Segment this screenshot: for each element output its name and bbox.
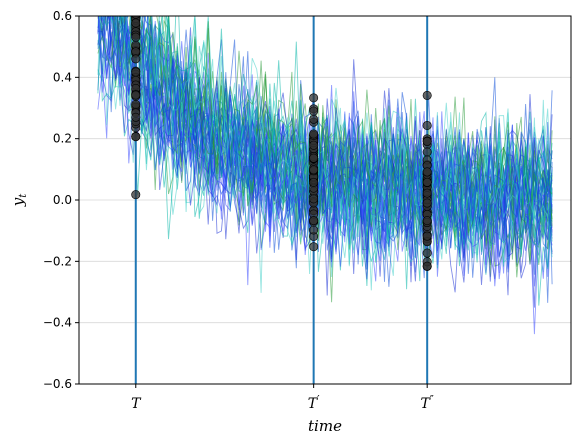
sample-path [111, 16, 553, 265]
cross-section-marker [132, 0, 140, 3]
cross-section-marker [422, 90, 432, 100]
cross-section-marker [309, 242, 319, 252]
x-axis-label: time [308, 417, 342, 435]
cross-section-marker [131, 99, 141, 109]
cross-section-marker [309, 177, 319, 187]
cross-section-marker [422, 231, 432, 241]
x-tick-label: T″ [420, 393, 433, 412]
cross-section-marker [422, 120, 432, 130]
y-axis-label: yt [9, 193, 29, 207]
sample-path [116, 16, 553, 239]
x-tick-label: T′ [308, 393, 320, 412]
cross-section-marker [309, 165, 319, 175]
cross-section-marker [132, 3, 140, 11]
sample-path [97, 16, 553, 278]
cross-section-marker [131, 54, 141, 64]
x-tick-label: T [131, 396, 142, 412]
cross-section-marker [131, 16, 140, 19]
cross-section-marker [309, 140, 319, 150]
y-tick-label: −0.2 [43, 254, 72, 268]
cross-section-marker [309, 129, 319, 139]
sample-path [98, 16, 553, 274]
cross-section-marker [131, 90, 141, 100]
cross-section-marker [131, 190, 141, 200]
cross-section-marker [309, 225, 319, 235]
y-tick-label: −0.4 [43, 316, 72, 330]
cross-section-marker [132, 0, 140, 7]
y-tick-label: 0.2 [53, 132, 72, 146]
cross-section-marker [132, 3, 140, 11]
y-tick-label: 0.6 [53, 9, 72, 23]
cross-section-marker [422, 188, 432, 198]
cross-section-marker [131, 18, 141, 28]
x-axis-ticks: T T′ T″ [131, 384, 434, 412]
cross-section-marker [422, 216, 432, 226]
y-axis-label-main: y [9, 197, 27, 207]
cross-section-marker [309, 194, 319, 204]
cross-section-marker [422, 177, 432, 187]
cross-section-marker [309, 153, 319, 163]
cross-section-marker [131, 32, 141, 42]
cross-section-marker [309, 93, 319, 103]
cross-section-marker [422, 261, 432, 271]
y-axis-label-sub: t [18, 193, 29, 198]
sample-path [106, 16, 553, 249]
sample-paths [97, 16, 553, 335]
cross-section-marker [309, 216, 319, 226]
cross-section-marker [132, 0, 140, 1]
y-tick-label: 0.4 [53, 70, 72, 84]
cross-section-marker [131, 67, 141, 77]
cross-section-marker [422, 137, 432, 147]
cross-section-marker [309, 106, 319, 116]
cross-section-marker [131, 112, 141, 122]
cross-section-marker [422, 248, 432, 258]
cross-section-marker [132, 5, 140, 13]
cross-section-marker [132, 4, 140, 12]
cross-section-markers [131, 0, 432, 271]
cross-section-marker [309, 114, 319, 124]
sample-path [97, 16, 553, 279]
cross-section-marker [422, 147, 432, 157]
y-tick-label: 0.0 [53, 193, 72, 207]
cross-section-marker [422, 198, 432, 208]
y-tick-label: −0.6 [43, 377, 72, 391]
y-axis-ticks: −0.6 −0.4 −0.2 0.0 0.2 0.4 0.6 [43, 9, 79, 391]
cross-section-marker [422, 167, 432, 177]
cross-section-marker [131, 132, 141, 142]
